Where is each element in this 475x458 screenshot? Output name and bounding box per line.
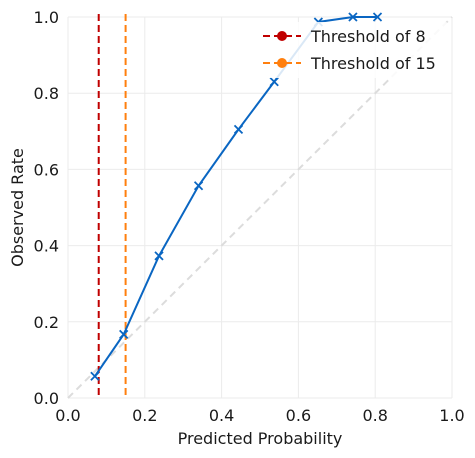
data-point-5 [269,77,279,87]
y-axis-title: Observed Rate [8,148,27,267]
y-tick-label-2: 0.4 [34,237,59,256]
x-tick-label-1: 0.2 [132,406,157,425]
reference-diagonal [67,16,453,399]
y-tick-label-5: 1.0 [34,8,59,27]
data-point-7-stroke-b [348,12,358,22]
x-tick-label-0: 0.0 [55,406,80,425]
y-tick-label-3: 0.6 [34,160,59,179]
x-axis-ticks: 0.0 0.2 0.4 0.6 0.8 1.0 [55,406,464,425]
data-point-1 [119,329,129,340]
y-tick-label-1: 0.2 [34,313,59,332]
x-tick-label-4: 0.8 [362,406,387,425]
data-point-1-stroke-b [119,329,129,340]
data-point-8-stroke-b [372,12,383,22]
data-point-7 [348,12,358,22]
y-tick-label-0: 0.0 [34,389,59,408]
reference-diagonal-line [67,16,453,399]
legend-label-1: Threshold of 15 [310,54,436,73]
grid-lines [67,16,453,399]
legend-marker-1 [277,58,287,68]
x-tick-label-3: 0.6 [286,406,311,425]
data-point-0-stroke-b [90,371,100,381]
data-point-3 [193,181,204,191]
data-point-2-stroke-b [154,251,164,261]
y-axis-ticks: 0.0 0.2 0.4 0.6 0.8 1.0 [34,8,59,408]
data-point-4 [233,124,244,135]
x-tick-label-5: 1.0 [439,406,464,425]
data-point-2 [154,251,164,261]
x-tick-label-2: 0.4 [209,406,234,425]
legend: Threshold of 8 Threshold of 15 [257,22,449,78]
legend-box [257,22,449,78]
y-tick-label-4: 0.8 [34,84,59,103]
threshold-lines [97,14,127,398]
legend-label-0: Threshold of 8 [310,27,426,46]
data-point-5-stroke-b [269,77,279,87]
data-point-8 [372,12,383,22]
data-point-3-stroke-b [193,181,204,191]
legend-marker-0 [277,31,287,41]
x-axis-title: Predicted Probability [178,429,343,448]
calibration-series [90,12,383,381]
data-point-4-stroke-b [233,124,244,135]
data-point-0 [90,371,100,381]
